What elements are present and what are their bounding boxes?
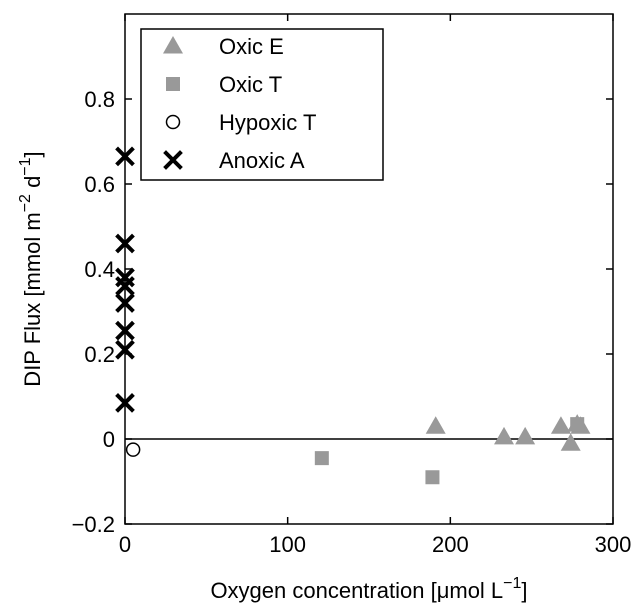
legend-hypoxic-t-marker	[165, 114, 181, 130]
legend-box	[140, 28, 384, 181]
oxic-t-point	[425, 470, 440, 485]
anoxic-a-point	[115, 339, 135, 360]
legend-anoxic-a-label: Anoxic A	[219, 148, 305, 173]
legend-oxic-t-marker	[166, 77, 180, 91]
data-markers	[115, 146, 591, 485]
legend-anoxic-a-marker	[163, 150, 183, 170]
oxic-t-point	[570, 417, 585, 432]
oxic-t-point	[314, 451, 329, 466]
x-axis-title: Oxygen concentration [μmol L−1]	[210, 575, 527, 603]
legend: Oxic E Oxic T Hypoxic T Anoxic A	[140, 28, 384, 181]
anoxic-a-point	[115, 293, 135, 313]
oxic-e-point	[560, 433, 581, 451]
anoxic-a-point	[115, 393, 135, 413]
y-axis: −0.2 0 0.2 0.4 0.6 0.8	[72, 87, 613, 537]
x-tick-label: 100	[269, 532, 306, 557]
y-tick-label: 0.4	[84, 257, 115, 282]
anoxic-a-point	[115, 320, 135, 341]
y-tick-label: 0.2	[84, 342, 115, 367]
y-axis-title: DIP Flux [mmol m−2 d−1]	[17, 151, 45, 386]
y-tick-label: −0.2	[72, 512, 115, 537]
x-tick-label: 0	[119, 532, 131, 557]
legend-hypoxic-t-label: Hypoxic T	[219, 110, 316, 135]
oxic-e-point	[550, 416, 571, 434]
y-tick-label: 0.8	[84, 87, 115, 112]
legend-oxic-e-marker	[163, 36, 183, 54]
x-tick-label: 300	[595, 532, 632, 557]
hypoxic-t-point	[125, 442, 141, 457]
y-tick-label: 0.6	[84, 172, 115, 197]
oxic-e-point	[494, 426, 515, 445]
y-tick-label: 0	[103, 427, 115, 452]
x-tick-label: 200	[432, 532, 469, 557]
oxic-e-point	[425, 416, 446, 434]
legend-oxic-t-label: Oxic T	[219, 72, 282, 97]
legend-oxic-e-label: Oxic E	[219, 34, 284, 59]
x-axis: 0 100 200 300	[119, 14, 631, 557]
oxic-e-point	[515, 426, 536, 445]
anoxic-a-point	[115, 276, 135, 296]
anoxic-a-point	[115, 233, 135, 254]
anoxic-a-point	[115, 146, 135, 167]
